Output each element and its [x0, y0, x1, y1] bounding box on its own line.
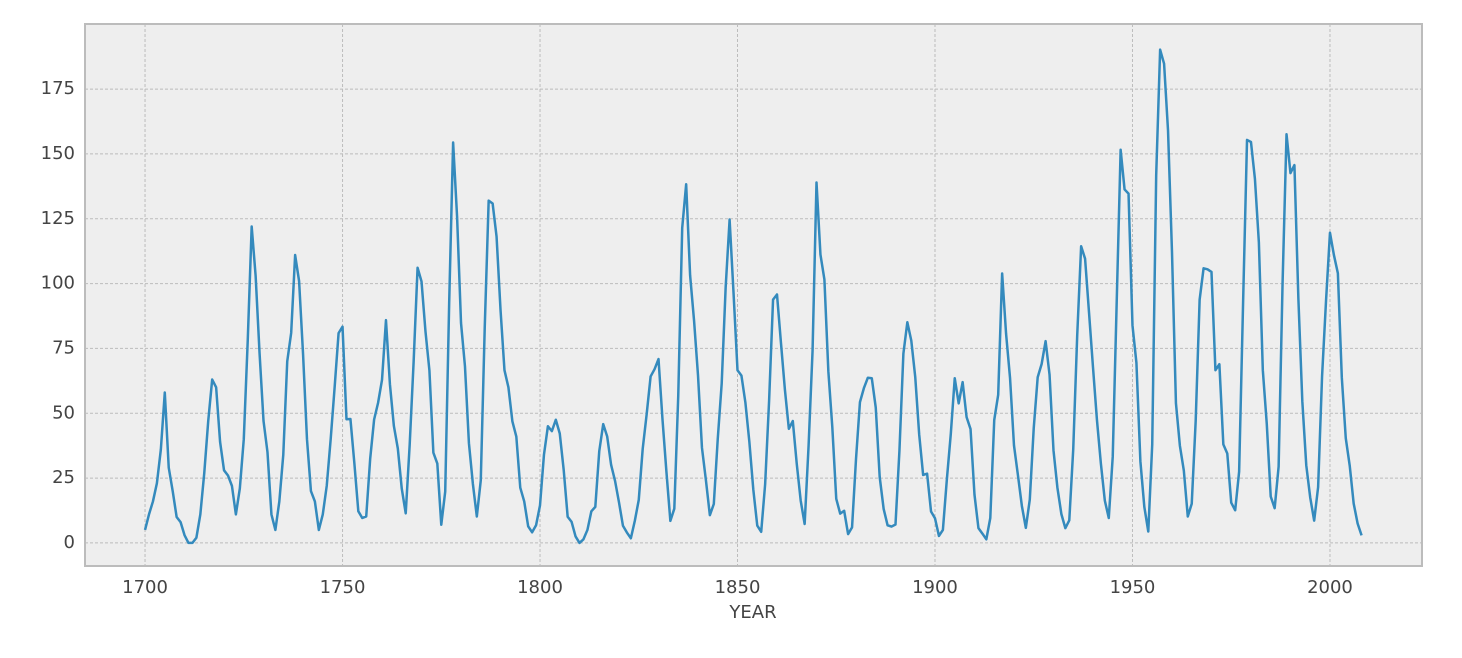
x-tick-label: 1700	[122, 577, 168, 598]
x-axis-label: YEAR	[728, 602, 776, 623]
x-tick-label: 1900	[912, 577, 958, 598]
x-tick-label: 1950	[1110, 577, 1156, 598]
y-tick-label: 125	[41, 208, 75, 229]
y-tick-label: 0	[64, 532, 75, 553]
x-tick-label: 1800	[517, 577, 563, 598]
x-tick-label: 1850	[715, 577, 761, 598]
y-tick-label: 100	[41, 273, 75, 294]
x-tick-label: 2000	[1307, 577, 1353, 598]
y-tick-label: 150	[41, 143, 75, 164]
x-tick-label: 1750	[320, 577, 366, 598]
y-tick-label: 175	[41, 78, 75, 99]
y-tick-label: 25	[52, 467, 75, 488]
y-tick-label: 50	[52, 402, 75, 423]
series-line	[143, 48, 1363, 545]
y-tick-label: 75	[52, 337, 75, 358]
